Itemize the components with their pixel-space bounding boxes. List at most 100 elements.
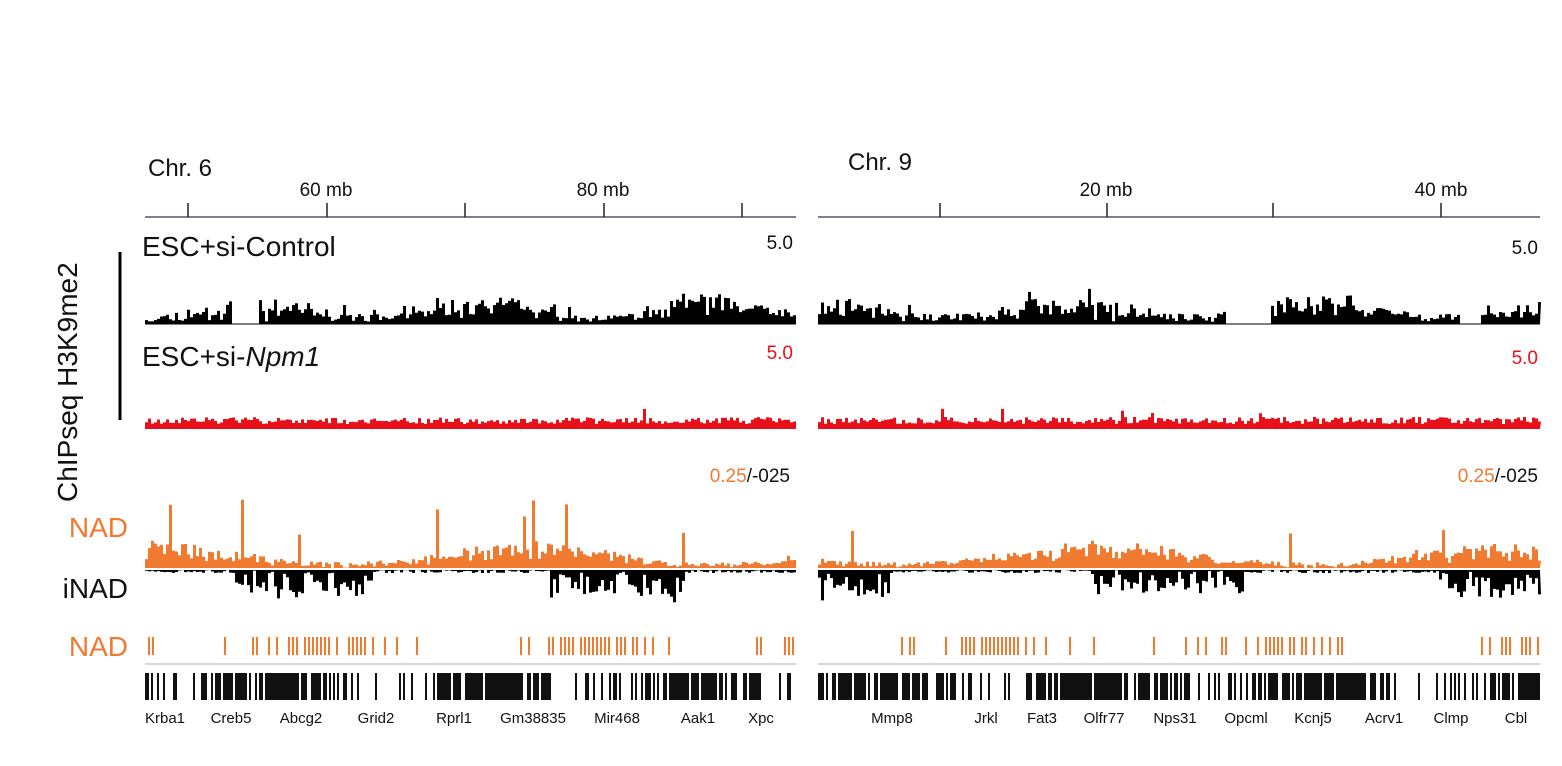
gene-annotation-bar bbox=[954, 673, 956, 700]
gene-annotation-bar bbox=[469, 673, 471, 700]
gene-annotation-bar bbox=[715, 673, 717, 700]
gene-annotation-bar bbox=[1372, 673, 1374, 700]
gene-annotation-bar bbox=[261, 673, 263, 700]
gene-annotation-bar bbox=[1360, 673, 1362, 700]
gene-annotation-bar bbox=[860, 673, 862, 700]
gene-annotation-bar bbox=[1114, 673, 1116, 700]
nad-region-bar bbox=[604, 637, 606, 655]
gene-annotation-bar bbox=[1096, 673, 1098, 700]
gene-annotation-bar bbox=[1358, 673, 1360, 700]
nad-region-bar bbox=[1009, 637, 1011, 655]
nad-region-bar bbox=[1501, 637, 1503, 655]
gene-annotation-bar bbox=[537, 673, 539, 700]
nad-scale-sep: /-025 bbox=[1494, 466, 1538, 487]
gene-annotation-bar bbox=[1044, 673, 1046, 700]
gene-annotation-bar bbox=[1090, 673, 1092, 700]
gene-annotation-bar bbox=[1454, 673, 1456, 700]
gene-annotation-bar bbox=[1126, 673, 1128, 700]
gene-annotation-bar bbox=[896, 673, 898, 700]
nad-region-bar bbox=[1277, 637, 1279, 655]
gene-annotation-bar bbox=[938, 673, 940, 700]
gene-annotation-bar bbox=[1342, 673, 1344, 700]
nad-region-bar bbox=[580, 637, 582, 655]
control-scale-chr9: 5.0 bbox=[1511, 238, 1538, 259]
gene-annotation-bar bbox=[1042, 673, 1044, 700]
nad-region-bar bbox=[288, 637, 290, 655]
gene-annotation-bar bbox=[1314, 673, 1316, 700]
gene-annotation-bar bbox=[1490, 673, 1492, 700]
gene-annotation-bar bbox=[840, 673, 842, 700]
gene-annotation-bar bbox=[1030, 673, 1032, 700]
nad-region-bar bbox=[372, 637, 374, 655]
track-title-prefix: ESC+si- bbox=[142, 341, 246, 372]
tick-label-40mb: 40 mb bbox=[1414, 180, 1468, 201]
nad-region-bar bbox=[1017, 637, 1019, 655]
nad-region-bar bbox=[1001, 637, 1003, 655]
gene-annotation-bar bbox=[445, 673, 447, 700]
gene-annotation-bar bbox=[675, 673, 677, 700]
gene-label: Mir468 bbox=[594, 710, 640, 727]
gene-annotation-bar bbox=[203, 673, 205, 700]
gene-annotation-bar bbox=[864, 673, 866, 700]
gene-annotation-bar bbox=[1112, 673, 1114, 700]
inad-signal-track bbox=[145, 570, 796, 603]
gene-annotation-bar bbox=[1230, 673, 1232, 700]
gene-annotation-bar bbox=[425, 673, 427, 700]
gene-annotation-bar bbox=[880, 673, 882, 700]
gene-annotation-bar bbox=[1522, 673, 1524, 700]
gene-annotation-bar bbox=[916, 673, 918, 700]
nad-region-bar bbox=[1529, 637, 1531, 655]
nad-region-bar bbox=[1273, 637, 1275, 655]
gene-annotation-bar bbox=[862, 673, 864, 700]
gene-annotation-bar bbox=[906, 673, 908, 700]
nad-scale-chr6: 0.25/-025 bbox=[710, 466, 790, 488]
gene-annotation-bar bbox=[1102, 673, 1104, 700]
gene-annotation-bar bbox=[1082, 673, 1084, 700]
gene-annotation-bar bbox=[1026, 673, 1028, 700]
nad-region-bar bbox=[276, 637, 278, 655]
gene-annotation-bar bbox=[1458, 673, 1460, 700]
gene-annotation-bar bbox=[657, 673, 659, 700]
nad-scale-pos: 0.25 bbox=[709, 466, 747, 487]
gene-annotation-bar bbox=[403, 673, 405, 700]
inad-row-label: iNAD bbox=[62, 573, 128, 604]
gene-annotation-bar bbox=[902, 673, 904, 700]
nad-region-bar bbox=[636, 637, 638, 655]
tick-label-20mb: 20 mb bbox=[1079, 180, 1133, 201]
gene-annotation-bar bbox=[1240, 673, 1242, 700]
gene-annotation-bar bbox=[237, 673, 239, 700]
nad-region-bar bbox=[1537, 637, 1539, 655]
npm1-signal-track bbox=[145, 408, 796, 429]
gene-annotation-bar bbox=[968, 673, 970, 700]
gene-annotation-bar bbox=[1180, 673, 1182, 700]
gene-annotation-bar bbox=[1104, 673, 1106, 700]
gene-annotation-bar bbox=[787, 673, 789, 700]
nad-region-bar bbox=[652, 637, 654, 655]
gene-annotation-bar bbox=[497, 673, 499, 700]
gene-annotation-bar bbox=[892, 673, 894, 700]
gene-annotation-bar bbox=[323, 673, 325, 700]
gene-annotation-bar bbox=[225, 673, 227, 700]
nad-region-bar bbox=[969, 637, 971, 655]
nad-region-bar bbox=[1489, 637, 1491, 655]
gene-annotation-bar bbox=[1008, 673, 1010, 700]
gene-annotation-bar bbox=[477, 673, 479, 700]
gene-annotation-bar bbox=[333, 673, 335, 700]
gene-annotation-bar bbox=[751, 673, 753, 700]
nad-region-bar bbox=[316, 637, 318, 655]
gene-annotation-bar bbox=[1084, 673, 1086, 700]
chromosome-label-6: Chr. 6 bbox=[148, 155, 213, 182]
gene-annotation-bar bbox=[918, 673, 920, 700]
nad-region-bar bbox=[1033, 637, 1035, 655]
gene-annotation-bar bbox=[1364, 673, 1366, 700]
gene-annotation-bar bbox=[1066, 673, 1068, 700]
gene-annotation-bar bbox=[1048, 673, 1050, 700]
gene-annotation-bar bbox=[962, 673, 964, 700]
nad-region-bar bbox=[396, 637, 398, 655]
nad-region-bar bbox=[1509, 637, 1511, 655]
gene-annotation-bar bbox=[1386, 673, 1388, 700]
gene-annotation-bar bbox=[1274, 673, 1276, 700]
gene-annotation-bar bbox=[173, 673, 175, 700]
gene-annotation-bar bbox=[1464, 673, 1466, 700]
nad-region-bar bbox=[336, 637, 338, 655]
